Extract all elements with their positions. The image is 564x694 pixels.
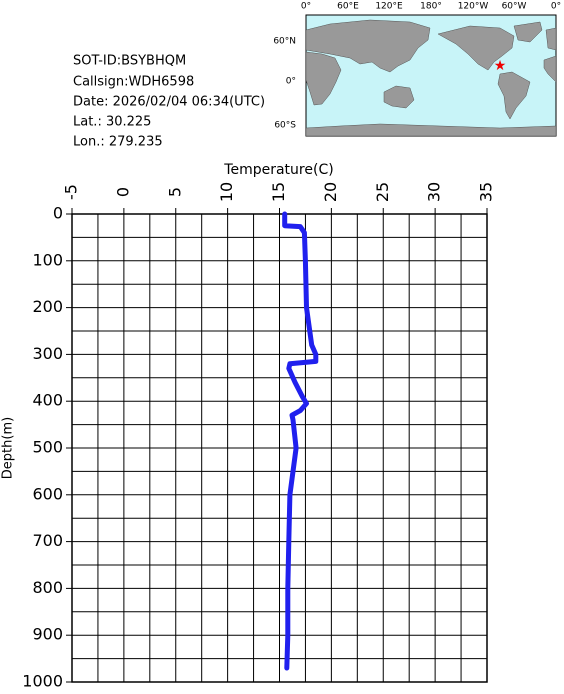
continents (306, 19, 556, 136)
lat-label: 60°N (273, 37, 296, 47)
lon-label: 0° (301, 2, 311, 12)
x-tick-label: -5 (62, 184, 81, 200)
header-line: Lon.: 279.235 (73, 135, 163, 150)
lon-label: 60°W (502, 2, 527, 12)
y-tick-label: 0 (53, 204, 63, 223)
x-tick-label: 20 (321, 182, 340, 202)
y-tick-label: 900 (32, 625, 63, 644)
eurasia (306, 19, 431, 73)
y-tick-label: 800 (32, 578, 63, 597)
y-tick-label: 500 (32, 438, 63, 457)
antarctica (306, 123, 556, 136)
y-tick-label: 200 (32, 297, 63, 316)
europe-west (545, 27, 556, 51)
x-tick-label: 10 (217, 182, 236, 202)
lon-label: 120°W (458, 2, 489, 12)
header-line: Date: 2026/02/04 06:34(UTC) (73, 95, 265, 110)
plot-frame (71, 213, 488, 683)
y-tick-label: 100 (32, 250, 63, 269)
x-tick-label: 15 (269, 182, 288, 202)
greenland (513, 21, 543, 43)
header-line: SOT-ID:BSYBHQM (73, 54, 186, 69)
x-tick-label: 0 (113, 187, 132, 197)
y-axis-label: Depth(m) (1, 417, 16, 479)
location-marker: ★ (494, 58, 507, 74)
lon-label: 0° (551, 2, 561, 12)
x-axis-label: Temperature(C) (223, 162, 333, 178)
header-line: Callsign:WDH6598 (73, 75, 194, 90)
lat-label: 60°S (274, 121, 296, 131)
y-tick-label: 1000 (22, 672, 63, 691)
profile-line (282, 211, 319, 671)
header: SOT-ID:BSYBHQM Callsign:WDH6598 Date: 20… (73, 54, 265, 150)
x-tick-label: 5 (165, 187, 184, 197)
africa (306, 51, 342, 106)
lon-label: 60°E (337, 2, 359, 12)
y-tick-label: 400 (32, 391, 63, 410)
x-tick-label: 35 (477, 182, 496, 202)
lat-label: 0° (286, 77, 296, 87)
y-tick-label: 700 (32, 531, 63, 550)
south-america (497, 71, 531, 120)
lon-label: 120°E (375, 2, 403, 12)
y-tick-label: 300 (32, 344, 63, 363)
plot: -5 0 5 10 15 20 25 30 35 0 100 200 300 400 500 600 700 80… (22, 182, 496, 691)
x-tick-label: 25 (373, 182, 392, 202)
world-map: ★ 0° 60°E 120°E 180° 120°W 60°W 0° 60°N … (273, 2, 561, 137)
australia (383, 85, 415, 109)
x-tick-label: 30 (425, 182, 444, 202)
africa-west (543, 55, 556, 83)
header-line: Lat.: 30.225 (73, 115, 151, 130)
lon-label: 180° (420, 2, 442, 12)
y-tick-label: 600 (32, 484, 63, 503)
north-america (437, 25, 515, 71)
